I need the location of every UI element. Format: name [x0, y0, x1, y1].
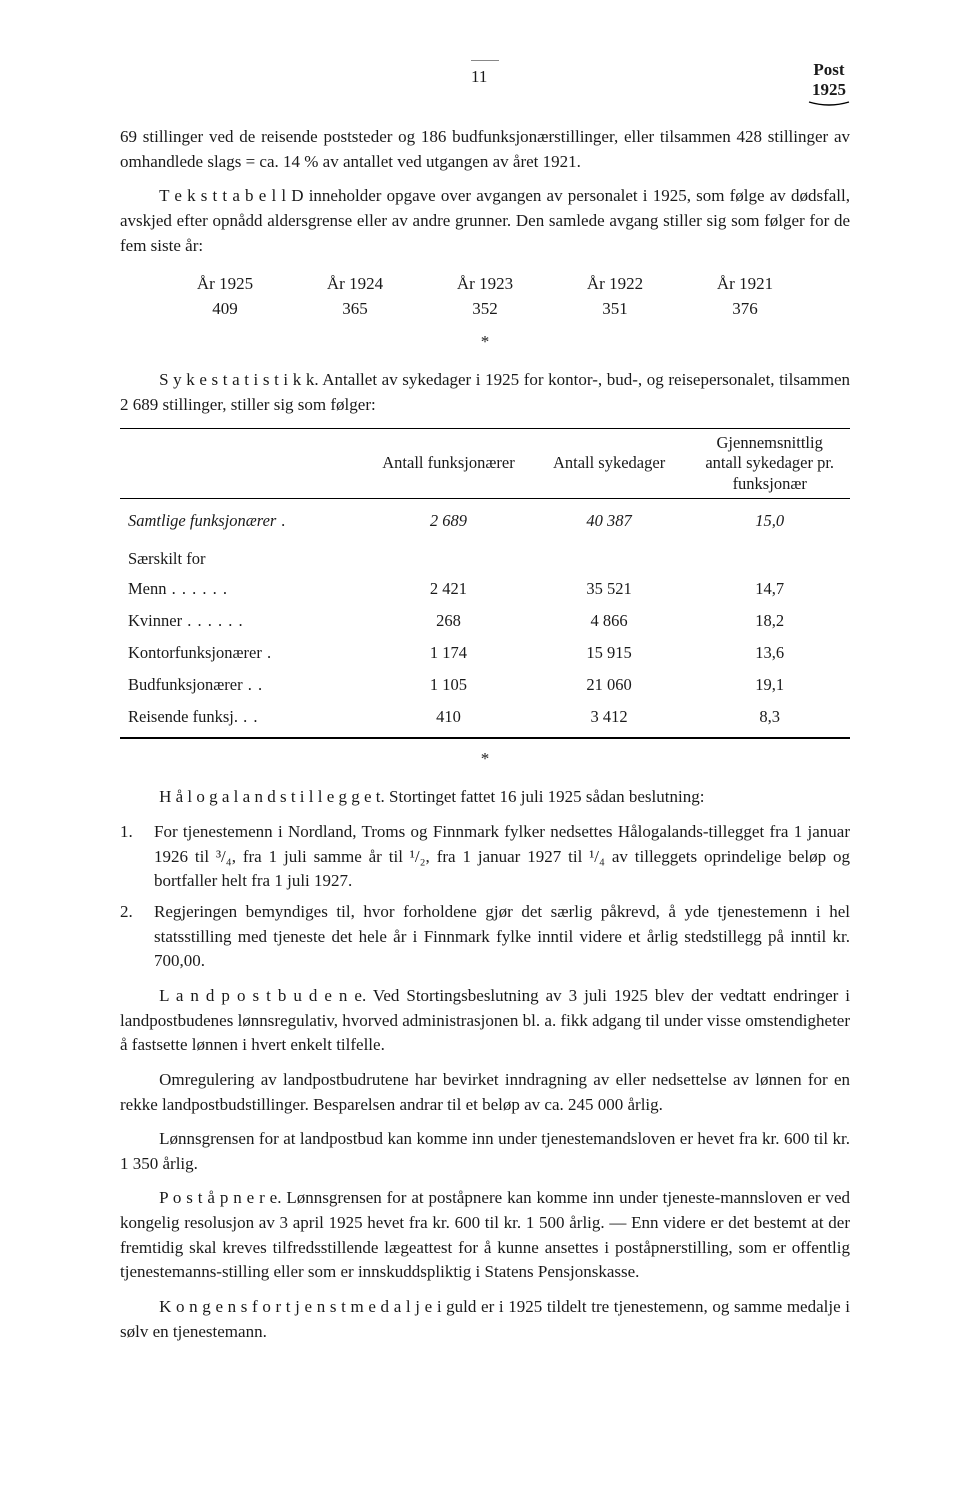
paragraph-sykestatistikk: S y k e s t a t i s t i k k. Antallet av… — [120, 368, 850, 417]
paragraph-halogaland-lead: H å l o g a l a n d s t i l l e g g e t.… — [120, 785, 850, 810]
paragraph-landpost-2: Omregulering av landpostbudrutene har be… — [120, 1068, 850, 1117]
paragraph-landpost-1: L a n d p o s t b u d e n e. Ved Stortin… — [120, 984, 850, 1058]
lead-land: L a n d p o s t b u d e n e. — [159, 986, 366, 1005]
table-row-bud: Budfunksjonærer 1 105 21 060 19,1 — [120, 669, 850, 701]
col-gjennemsnitt: Gjennemsnittlig antall sykedager pr. fun… — [689, 428, 850, 499]
star-separator-1: * — [120, 330, 850, 355]
sick-stats-table: Antall funksjonærer Antall sykedager Gje… — [120, 428, 850, 739]
table-row-menn: Menn 2 421 35 521 14,7 — [120, 573, 850, 605]
list-item-1: 1.For tjenestemenn i Nordland, Troms og … — [120, 820, 850, 894]
star-separator-2: * — [120, 747, 850, 772]
halogaland-list: 1.For tjenestemenn i Nordland, Troms og … — [120, 820, 850, 974]
year-row: År 1925409 År 1924365 År 1923352 År 1922… — [120, 272, 850, 321]
year-col-1922: År 1922351 — [575, 272, 655, 321]
year-col-1925: År 1925409 — [185, 272, 265, 321]
header-post-block: Post 1925 — [808, 60, 850, 107]
table-row-kvinner: Kvinner 268 4 866 18,2 — [120, 605, 850, 637]
year-col-1921: År 1921376 — [705, 272, 785, 321]
lead-halog: H å l o g a l a n d s t i l l e g g e t. — [159, 787, 385, 806]
page-header: 11 Post 1925 — [120, 60, 850, 107]
table-section-label: Særskilt for — [120, 539, 850, 573]
lead-kong: K o n g e n s f o r t j e n s t m e d a … — [159, 1297, 432, 1316]
paragraph-landpost-3: Lønnsgrensen for at landpostbud kan komm… — [120, 1127, 850, 1176]
paragraph-teksttabell: T e k s t t a b e l l D inneholder opgav… — [120, 184, 850, 258]
lead-teksttabell: T e k s t t a b e l l — [159, 186, 286, 205]
table-row-total: Samtlige funksjonærer 2 689 40 387 15,0 — [120, 499, 850, 539]
table-row-reisende: Reisende funksj. 410 3 412 8,3 — [120, 701, 850, 738]
year-col-1923: År 1923352 — [445, 272, 525, 321]
table-row-kontor: Kontorfunksjonærer 1 174 15 915 13,6 — [120, 637, 850, 669]
header-underline-icon — [808, 100, 850, 107]
paragraph-kongens: K o n g e n s f o r t j e n s t m e d a … — [120, 1295, 850, 1344]
year-col-1924: År 1924365 — [315, 272, 395, 321]
col-sykedager: Antall sykedager — [529, 428, 690, 499]
table-header-row: Antall funksjonærer Antall sykedager Gje… — [120, 428, 850, 499]
page-number: 11 — [471, 60, 499, 90]
lead-syk: S y k e s t a t i s t i k k. — [159, 370, 319, 389]
document-page: 11 Post 1925 69 stillinger ved de reisen… — [0, 0, 960, 1414]
halog-rest: Stortinget fattet 16 juli 1925 sådan bes… — [385, 787, 705, 806]
header-year: 1925 — [812, 80, 846, 99]
list-item-2: 2.Regjeringen bemyndiges til, hvor forho… — [120, 900, 850, 974]
header-post: Post — [813, 60, 844, 79]
paragraph-postapnere: P o s t å p n e r e. Lønnsgrensen for at… — [120, 1186, 850, 1285]
col-funksjonaerer: Antall funksjonærer — [368, 428, 529, 499]
lead-post: P o s t å p n e r e. — [159, 1188, 281, 1207]
paragraph-1: 69 stillinger ved de reisende poststeder… — [120, 125, 850, 174]
